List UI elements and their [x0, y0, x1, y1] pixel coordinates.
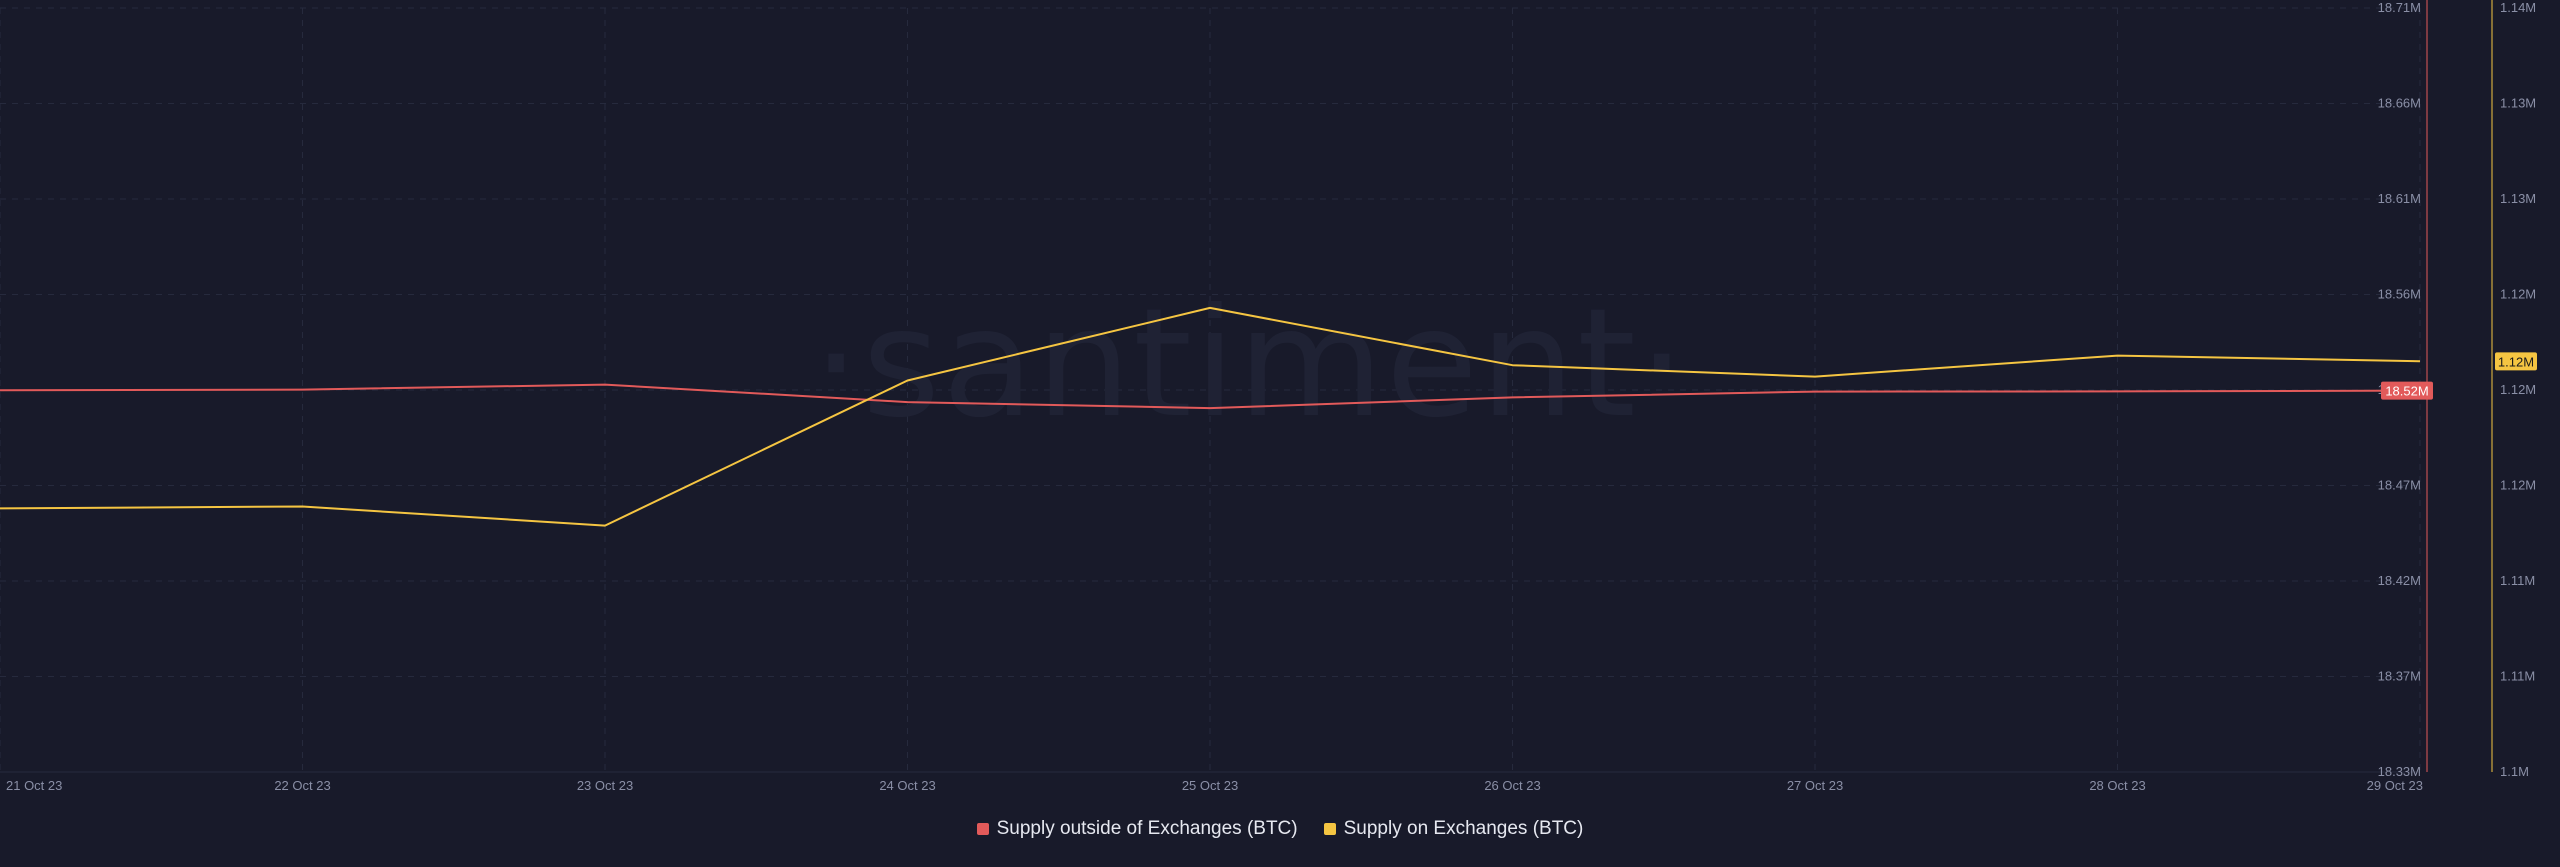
legend-swatch-red — [976, 823, 989, 835]
x-tick-label: 22 Oct 23 — [274, 778, 330, 793]
legend-label-supply-on: Supply on Exchanges (BTC) — [1343, 818, 1584, 839]
grid-lines — [0, 7, 2421, 773]
right-y-tick-label: 1.12M — [2500, 478, 2536, 493]
right-y-tick-label: 1.12M — [2500, 382, 2536, 397]
x-tick-label: 24 Oct 23 — [879, 778, 935, 793]
legend-swatch-yellow — [1323, 823, 1336, 835]
x-axis-labels: 21 Oct 23 22 Oct 23 23 Oct 23 24 Oct 23 25 O… — [6, 778, 2423, 793]
left-y-tick-label: 18.42M — [2378, 573, 2421, 588]
x-tick-label: 25 Oct 23 — [1182, 778, 1238, 793]
x-tick-label: 27 Oct 23 — [1787, 778, 1843, 793]
watermark: ·santiment· — [812, 277, 1687, 451]
right-y-tick-label: 1.14M — [2500, 0, 2536, 15]
legend-item-supply-outside[interactable]: Supply outside of Exchanges (BTC) — [976, 818, 1298, 840]
left-y-tick-label: 18.37M — [2378, 669, 2421, 684]
x-tick-label: 23 Oct 23 — [577, 778, 633, 793]
left-y-tick-label: 18.71M — [2378, 0, 2421, 15]
right-y-tick-label: 1.13M — [2500, 96, 2536, 111]
right-y-tick-label: 1.11M — [2500, 669, 2535, 684]
right-y-tick-label: 1.13M — [2500, 191, 2536, 206]
series-line-supply-outside — [0, 383, 2421, 410]
series-group — [0, 306, 2421, 527]
right-y-tick-label: 1.11M — [2500, 573, 2535, 588]
legend-item-supply-on[interactable]: Supply on Exchanges (BTC) — [1323, 818, 1584, 840]
left-y-tick-label: 18.47M — [2378, 478, 2421, 493]
legend: Supply outside of Exchanges (BTC) Supply… — [0, 818, 2560, 840]
legend-label-supply-outside: Supply outside of Exchanges (BTC) — [996, 818, 1298, 839]
x-tick-label: 29 Oct 23 — [2367, 778, 2423, 793]
left-y-tick-label: 18.61M — [2378, 191, 2421, 206]
left-y-tick-label: 18.66M — [2378, 96, 2421, 111]
right-current-value: 1.12M — [2498, 354, 2534, 369]
chart-svg: ·santiment· 21 Oct 23 22 Oct 23 23 Oct 23 2… — [0, 0, 2537, 793]
x-tick-label: 28 Oct 23 — [2089, 778, 2145, 793]
current-value-badges: 18.52M 1.12M — [2381, 352, 2537, 400]
right-current-badge — [2495, 352, 2537, 371]
left-current-badge — [2381, 381, 2433, 400]
right-y-tick-label: 1.12M — [2500, 287, 2536, 302]
right-y-tick-label: 1.1M — [2500, 764, 2529, 779]
x-tick-label: 21 Oct 23 — [6, 778, 62, 793]
x-tick-label: 26 Oct 23 — [1484, 778, 1540, 793]
left-y-tick-label: 18.33M — [2378, 764, 2421, 779]
series-line-supply-on — [0, 306, 2421, 527]
left-y-tick-label: 18.56M — [2378, 287, 2421, 302]
left-current-value: 18.52M — [2385, 384, 2428, 399]
